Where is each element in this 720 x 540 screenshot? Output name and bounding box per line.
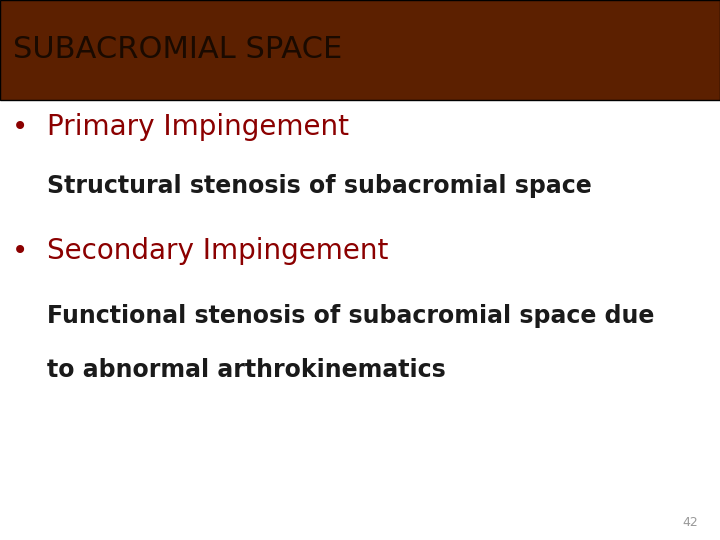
Text: 42: 42 [683, 516, 698, 529]
Text: to abnormal arthrokinematics: to abnormal arthrokinematics [47, 358, 446, 382]
Text: Secondary Impingement: Secondary Impingement [47, 237, 388, 265]
Text: SUBACROMIAL SPACE: SUBACROMIAL SPACE [13, 36, 342, 64]
Text: Functional stenosis of subacromial space due: Functional stenosis of subacromial space… [47, 304, 654, 328]
Text: •: • [12, 113, 28, 141]
Text: Structural stenosis of subacromial space: Structural stenosis of subacromial space [47, 174, 592, 198]
Text: •: • [12, 237, 28, 265]
FancyBboxPatch shape [0, 0, 720, 100]
Text: Primary Impingement: Primary Impingement [47, 113, 348, 141]
